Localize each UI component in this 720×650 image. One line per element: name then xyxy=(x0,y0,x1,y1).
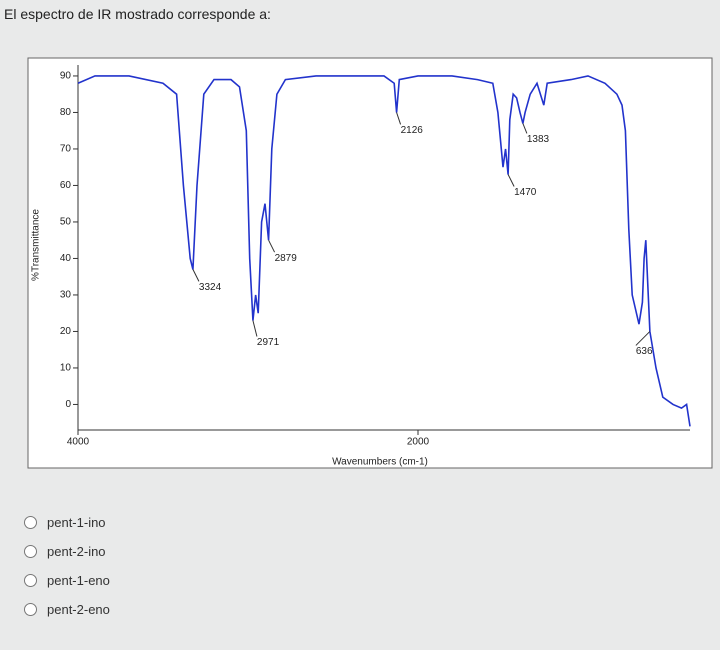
y-tick-label: 50 xyxy=(60,217,72,228)
radio-button[interactable] xyxy=(24,574,37,587)
radio-button[interactable] xyxy=(24,516,37,529)
option[interactable]: pent-1-eno xyxy=(24,566,110,595)
option-label[interactable]: pent-2-ino xyxy=(47,544,106,559)
spectrum-line xyxy=(77,75,691,427)
x-tick-label: 4000 xyxy=(67,437,90,448)
y-tick-label: 80 xyxy=(60,107,72,118)
annotation: 1470 xyxy=(514,187,537,198)
annotation-line xyxy=(396,112,402,125)
y-tick-label: 30 xyxy=(60,290,72,301)
annotation: 2879 xyxy=(275,253,298,264)
option-label[interactable]: pent-1-eno xyxy=(47,573,110,588)
y-tick-label: 60 xyxy=(60,180,72,191)
radio-button[interactable] xyxy=(24,545,37,558)
annotation-line xyxy=(522,123,528,134)
question: El espectro de IR mostrado corresponde a… xyxy=(4,6,271,22)
options: pent-1-ino pent-2-ino pent-1-eno pent-2-eno xyxy=(24,508,110,624)
annotation: 2971 xyxy=(257,337,280,348)
y-tick-label: 0 xyxy=(65,399,71,410)
option[interactable]: pent-1-ino xyxy=(24,508,110,537)
y-tick-label: 90 xyxy=(60,71,72,82)
annotation: 3324 xyxy=(199,282,222,293)
radio-button[interactable] xyxy=(24,603,37,616)
option[interactable]: pent-2-eno xyxy=(24,595,110,624)
annotation: 1383 xyxy=(527,134,550,145)
y-tick-label: 70 xyxy=(60,144,72,155)
y-axis-label: %Transmittance xyxy=(31,209,42,281)
option[interactable]: pent-2-ino xyxy=(24,537,110,566)
annotation-line xyxy=(192,269,200,282)
chart-frame xyxy=(27,57,713,469)
y-tick-label: 20 xyxy=(60,326,72,337)
annotation-line xyxy=(635,331,651,346)
option-label[interactable]: pent-1-ino xyxy=(47,515,106,530)
annotation-line xyxy=(268,239,276,253)
chart: Wavenumbers (cm-1) %Transmittance 0 10 20 3… xyxy=(27,57,713,469)
x-tick-label: 2000 xyxy=(407,437,430,448)
x-axis-label: Wavenumbers (cm-1) xyxy=(332,457,428,468)
y-tick-label: 10 xyxy=(60,363,72,374)
annotation-line xyxy=(507,174,515,187)
option-label[interactable]: pent-2-eno xyxy=(47,602,110,617)
y-tick-label: 40 xyxy=(60,253,72,264)
annotation: 2126 xyxy=(401,125,424,136)
annotation-line xyxy=(252,320,258,337)
annotation: 636 xyxy=(636,346,653,357)
